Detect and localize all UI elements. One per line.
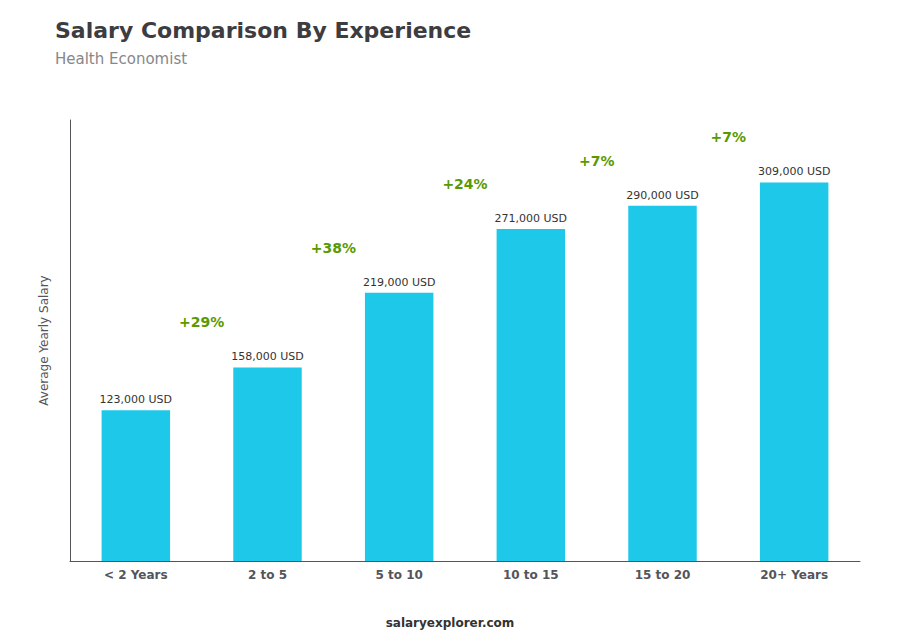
svg-text:+38%: +38% <box>311 240 356 256</box>
svg-text:2 to 5: 2 to 5 <box>248 568 287 582</box>
svg-text:Salary Comparison By Experienc: Salary Comparison By Experience <box>55 18 471 43</box>
svg-text:123,000 USD: 123,000 USD <box>100 393 173 406</box>
svg-text:309,000 USD: 309,000 USD <box>758 165 831 178</box>
svg-text:290,000 USD: 290,000 USD <box>626 189 699 202</box>
svg-text:158,000 USD: 158,000 USD <box>231 350 304 363</box>
svg-text:10 to 15: 10 to 15 <box>503 568 559 582</box>
svg-text:5 to 10: 5 to 10 <box>375 568 422 582</box>
svg-text:271,000 USD: 271,000 USD <box>495 212 568 225</box>
svg-text:+7%: +7% <box>579 153 615 169</box>
svg-text:+7%: +7% <box>711 129 747 145</box>
svg-text:219,000 USD: 219,000 USD <box>363 276 436 289</box>
svg-text:Health Economist: Health Economist <box>55 50 187 68</box>
svg-text:+24%: +24% <box>442 176 487 192</box>
svg-text:20+ Years: 20+ Years <box>760 568 828 582</box>
svg-text:Average Yearly Salary: Average Yearly Salary <box>37 275 51 405</box>
svg-text:salaryexplorer.com: salaryexplorer.com <box>386 616 515 630</box>
svg-text:15 to 20: 15 to 20 <box>635 568 691 582</box>
svg-text:+29%: +29% <box>179 314 224 330</box>
svg-text:< 2 Years: < 2 Years <box>104 568 168 582</box>
